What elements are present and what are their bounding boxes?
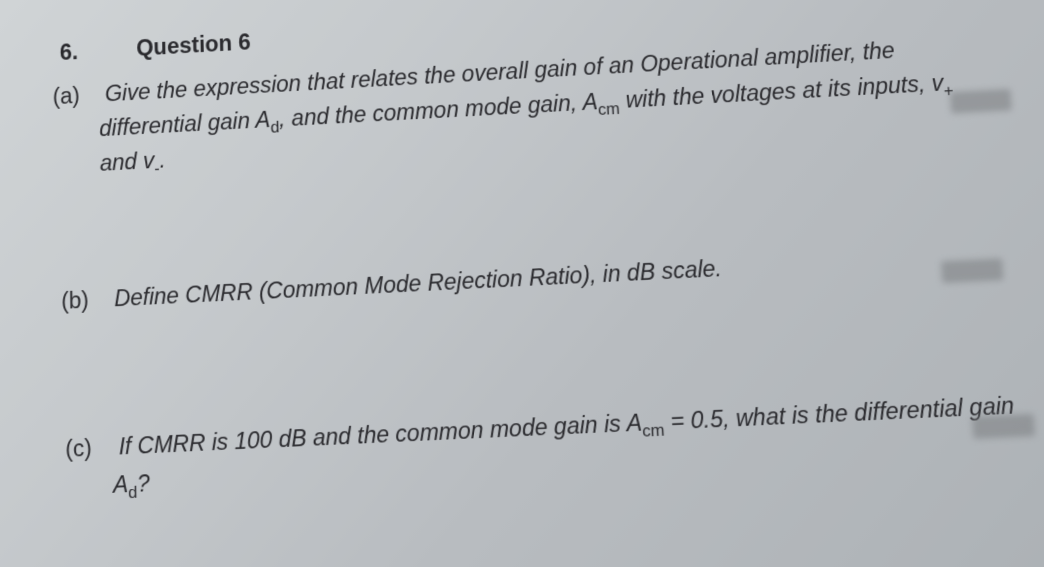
part-a-line3: and v-. — [100, 144, 166, 183]
marks-tag-a — [950, 89, 1012, 114]
question-number: 6. — [60, 39, 79, 65]
part-a-text2a: differential gain A — [99, 107, 270, 141]
part-b-line1: (b) Define CMRR (Common Mode Rejection R… — [61, 252, 723, 318]
part-c-text1a: If CMRR is 100 dB and the common mode ga… — [118, 409, 642, 459]
subscript-cm-2: cm — [642, 420, 665, 440]
marks-tag-b — [941, 258, 1004, 283]
part-c-text2b: ? — [137, 470, 150, 497]
question-header: 6. Question 6 — [60, 26, 252, 69]
part-c-text2a: A — [113, 471, 129, 498]
part-c-marker: (c) — [65, 431, 113, 466]
part-c-text1b: = 0.5, what is the differential gain — [663, 392, 1015, 434]
subscript-cm: cm — [598, 99, 621, 119]
subscript-d-2: d — [128, 482, 137, 501]
part-c-line1: (c) If CMRR is 100 dB and the common mod… — [65, 389, 1015, 469]
marks-tag-c — [972, 414, 1035, 439]
part-a-text3a: and v — [100, 148, 155, 176]
question-title: Question 6 — [136, 29, 251, 60]
part-b-text: Define CMRR (Common Mode Rejection Ratio… — [114, 255, 722, 311]
part-c-line2: Ad? — [113, 467, 150, 505]
part-b-marker: (b) — [61, 283, 108, 318]
part-a-text3b: . — [159, 147, 166, 172]
part-a-marker: (a) — [53, 79, 99, 113]
question-page: 6. Question 6 (a) Give the expression th… — [0, 0, 1044, 567]
